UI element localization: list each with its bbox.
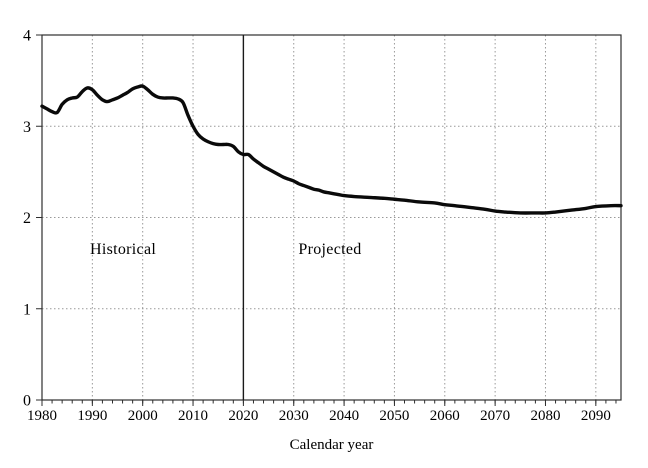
annotation-projected: Projected: [298, 241, 362, 259]
y-tick-label: 1: [23, 301, 31, 318]
annotation-historical: Historical: [90, 241, 157, 259]
x-tick-label: 1980: [27, 408, 57, 424]
y-tick-label: 3: [23, 119, 31, 136]
y-tick-label: 4: [23, 28, 31, 45]
x-tick-label: 2060: [430, 408, 460, 424]
y-tick-label: 0: [23, 393, 31, 410]
y-tick-label: 2: [23, 210, 31, 227]
x-tick-label: 2080: [530, 408, 560, 424]
x-tick-label: 2040: [329, 408, 359, 424]
data-line-workers-per-beneficiary: [40, 84, 623, 215]
x-tick-label: 2010: [178, 408, 208, 424]
x-tick-label: 2020: [228, 408, 258, 424]
x-axis-title: Calendar year: [289, 437, 374, 453]
x-tick-label: 2070: [480, 408, 510, 424]
x-tick-label: 2030: [279, 408, 309, 424]
x-tick-label: 1990: [77, 408, 107, 424]
x-tick-label: 2050: [379, 408, 409, 424]
x-tick-label: 2000: [128, 408, 158, 424]
x-tick-label: 2090: [581, 408, 611, 424]
